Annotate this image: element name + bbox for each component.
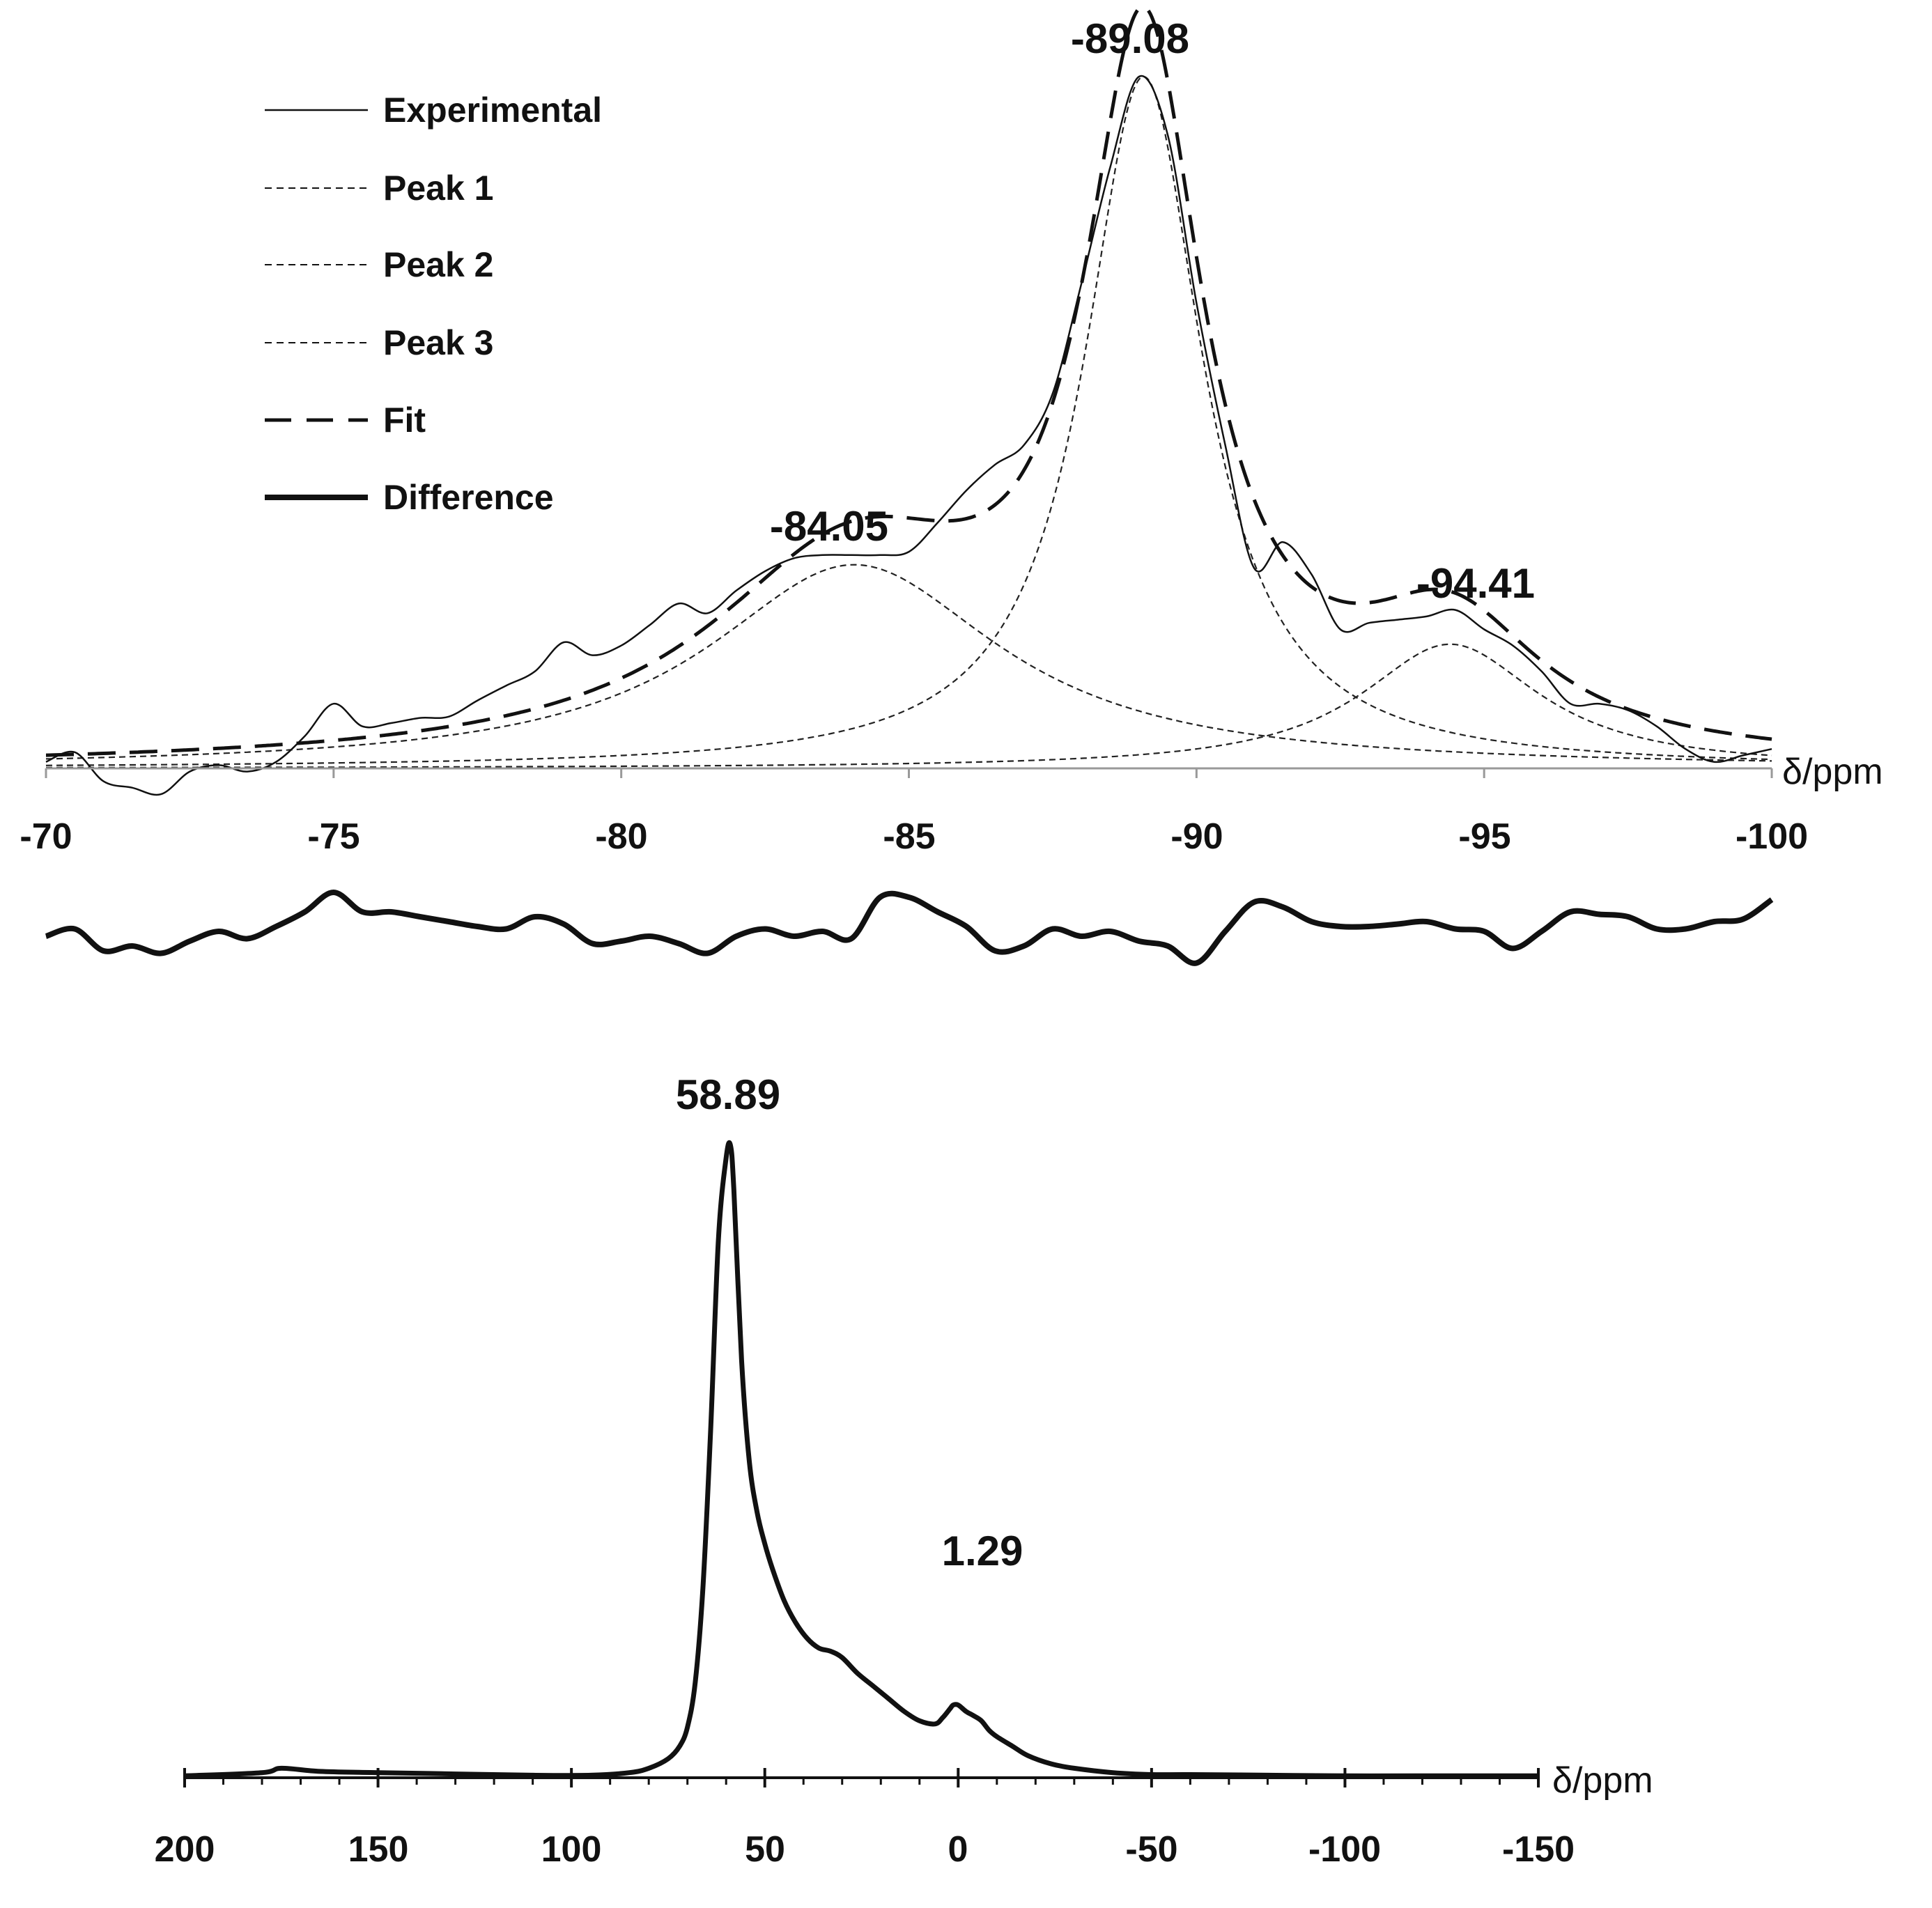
legend-label: Experimental bbox=[383, 91, 602, 130]
bottom-tick-label: -150 bbox=[1502, 1829, 1575, 1870]
component-curve-peak-2 bbox=[45, 75, 1772, 766]
top-tick-label: -100 bbox=[1736, 816, 1808, 857]
bottom-tick-label: 200 bbox=[155, 1829, 215, 1870]
difference-curve bbox=[45, 890, 1774, 966]
bottom-x-axis-label: δ/ppm bbox=[1552, 1760, 1653, 1801]
bottom-tick-label: -50 bbox=[1125, 1829, 1177, 1870]
legend-label: Peak 3 bbox=[383, 323, 493, 362]
bottom-tick-label: 100 bbox=[541, 1829, 602, 1870]
legend-label: Peak 1 bbox=[383, 169, 493, 208]
top-tick-label: -70 bbox=[20, 816, 72, 857]
top-tick-label: -80 bbox=[595, 816, 647, 857]
top-component-curves bbox=[45, 4, 1772, 768]
bottom-peak-label: 1.29 bbox=[942, 1528, 1023, 1574]
spectrum-curve bbox=[184, 1140, 1538, 1778]
bottom-series-curves bbox=[184, 1140, 1538, 1778]
top-tick-label: -75 bbox=[307, 816, 360, 857]
fit-curve bbox=[45, 4, 1772, 757]
top-chart: δ/ppm -70 -75 -80 -85 -90 -95 -100 -84.0… bbox=[20, 4, 1883, 966]
component-curve-peak-1 bbox=[45, 564, 1772, 762]
legend: Experimental Peak 1 Peak 2 Peak 3 Fit Di… bbox=[265, 91, 602, 517]
top-peak-label: -84.05 bbox=[770, 503, 888, 550]
legend-label: Peak 2 bbox=[383, 245, 493, 284]
bottom-tick-label: -100 bbox=[1308, 1829, 1381, 1870]
top-tick-label: -90 bbox=[1170, 816, 1223, 857]
legend-label: Fit bbox=[383, 401, 426, 440]
bottom-tick-label: 150 bbox=[348, 1829, 409, 1870]
bottom-chart: δ/ppm 200 150 100 50 0 -50 -100 -150 58.… bbox=[155, 1071, 1653, 1870]
top-tick-label: -85 bbox=[883, 816, 935, 857]
top-x-ticks bbox=[45, 768, 1773, 778]
legend-label: Difference bbox=[383, 478, 554, 517]
experimental-curve bbox=[45, 75, 1772, 796]
top-series-curves bbox=[45, 75, 1774, 966]
bottom-tick-label: 50 bbox=[745, 1829, 785, 1870]
component-curve-peak-3 bbox=[45, 643, 1772, 768]
top-peak-label: -89.08 bbox=[1071, 15, 1189, 62]
bottom-peak-label: 58.89 bbox=[676, 1071, 780, 1118]
top-peak-label: -94.41 bbox=[1416, 560, 1535, 607]
top-tick-label: -95 bbox=[1458, 816, 1510, 857]
bottom-x-ticks bbox=[183, 1768, 1540, 1787]
top-x-axis-label: δ/ppm bbox=[1782, 752, 1883, 792]
bottom-tick-label: 0 bbox=[948, 1829, 968, 1870]
